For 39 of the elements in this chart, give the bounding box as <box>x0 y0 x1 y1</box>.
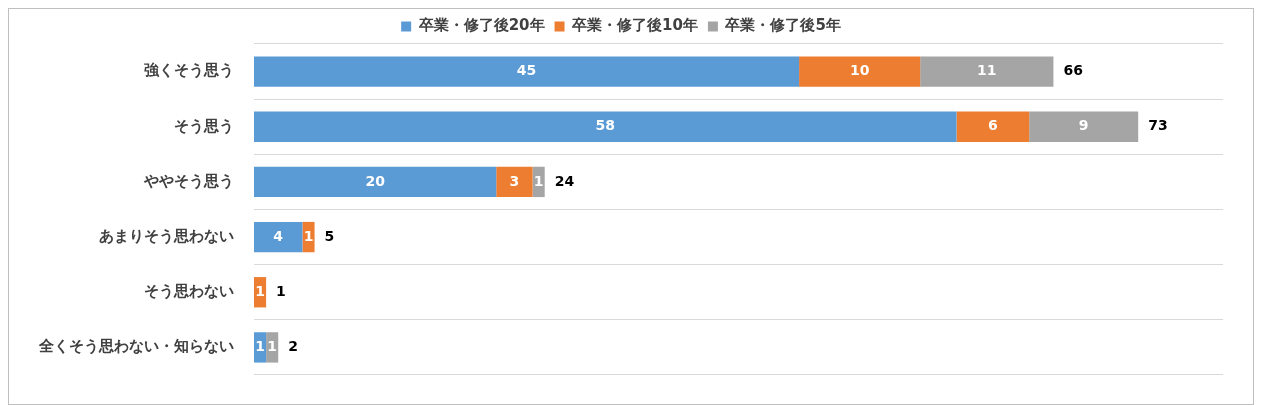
data-label: 6 <box>987 117 998 134</box>
y-tick-label: そう思う <box>174 116 234 135</box>
data-label: 1 <box>255 338 265 355</box>
data-label: 3 <box>509 172 520 189</box>
bar <box>496 166 533 198</box>
legend-label: 卒業・修了後10年 <box>571 16 698 35</box>
total-label: 2 <box>288 338 298 355</box>
total-label: 24 <box>554 172 575 189</box>
bar <box>1029 111 1139 142</box>
data-label: 1 <box>303 227 314 244</box>
data-label: 58 <box>595 117 615 134</box>
data-label: 45 <box>516 62 537 79</box>
data-label: 1 <box>255 282 265 299</box>
bar <box>254 56 800 87</box>
total-label: 5 <box>324 227 335 244</box>
bar <box>956 111 1030 142</box>
bar <box>920 56 1054 87</box>
bar <box>799 56 921 87</box>
bar <box>254 111 957 142</box>
data-label: 20 <box>365 172 386 189</box>
data-label: 1 <box>267 338 278 355</box>
data-label: 4 <box>273 227 284 244</box>
y-tick-label: 全くそう思わない・知らない <box>38 337 234 356</box>
data-label: 11 <box>977 62 997 79</box>
y-tick-label: ややそう思う <box>143 171 234 190</box>
legend-label: 卒業・修了後5年 <box>724 16 841 35</box>
y-tick-label: そう思わない <box>144 282 234 301</box>
bar <box>254 221 303 253</box>
total-label: 1 <box>276 282 286 299</box>
data-label: 9 <box>1078 117 1089 134</box>
total-label: 66 <box>1063 62 1083 79</box>
data-label: 10 <box>849 62 870 79</box>
y-tick-label: 強くそう思う <box>144 61 234 80</box>
bar <box>302 221 315 253</box>
data-label: 1 <box>533 172 544 189</box>
total-label: 73 <box>1148 117 1168 134</box>
legend-label: 卒業・修了後20年 <box>417 16 545 35</box>
bar <box>254 166 497 198</box>
y-tick-label: あまりそう思わない <box>99 226 234 245</box>
